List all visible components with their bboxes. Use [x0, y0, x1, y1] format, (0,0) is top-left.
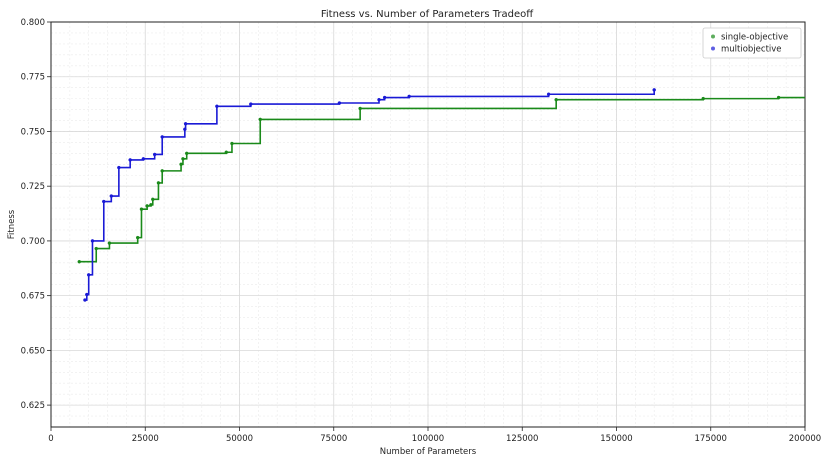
y-tick-label: 0.675: [21, 292, 45, 302]
data-point-multiobjective: [337, 101, 342, 105]
data-point-single-objective: [135, 235, 140, 240]
data-point-multiobjective: [546, 92, 551, 96]
data-point-single-objective: [230, 141, 234, 146]
x-tick-label: 25000: [132, 434, 159, 444]
y-axis-label: Fitness: [7, 209, 17, 239]
data-point-multiobjective: [117, 165, 121, 170]
data-point-multiobjective: [652, 88, 656, 92]
data-point-multiobjective: [141, 157, 146, 161]
y-tick-label: 0.775: [21, 73, 45, 83]
y-tick-label: 0.650: [21, 346, 45, 356]
axis-ticks: 0 25000 50000 75000 100000 125000 150000 175000…: [21, 18, 822, 444]
data-point-multiobjective: [407, 94, 411, 99]
y-tick-label: 0.800: [21, 18, 45, 28]
data-point-single-objective: [701, 96, 705, 101]
x-tick-label: 125000: [506, 434, 538, 444]
data-point-single-objective: [107, 241, 112, 245]
series-line-single-objective: [79, 96, 805, 263]
data-point-multiobjective: [377, 97, 381, 102]
x-tick-label: 100000: [412, 434, 444, 444]
data-point-multiobjective: [109, 194, 114, 198]
x-tick-label: 200000: [789, 434, 821, 444]
chart-title: Fitness vs. Number of Parameters Tradeof…: [321, 9, 534, 20]
data-point-multiobjective: [85, 292, 89, 297]
y-tick-label: 0.750: [21, 127, 45, 137]
data-point-multiobjective: [90, 239, 95, 243]
data-point-multiobjective: [183, 122, 188, 126]
legend-box: [702, 27, 802, 59]
data-point-multiobjective: [86, 273, 91, 277]
data-point-multiobjective: [160, 135, 164, 139]
x-tick-label: 175000: [695, 434, 727, 444]
legend-marker-single-objective: [711, 34, 715, 39]
data-point-multiobjective: [249, 102, 253, 106]
data-point-multiobjective: [183, 127, 187, 132]
data-point-multiobjective: [152, 152, 157, 157]
data-point-single-objective: [94, 246, 98, 251]
x-tick-label: 150000: [600, 434, 632, 444]
data-point-single-objective: [77, 259, 82, 264]
y-tick-label: 0.725: [21, 182, 45, 192]
data-point-single-objective: [156, 181, 161, 185]
data-point-single-objective: [149, 203, 153, 207]
data-point-single-objective: [145, 204, 149, 208]
series-line-multiobjective: [84, 89, 655, 301]
data-point-single-objective: [179, 162, 183, 167]
data-point-single-objective: [181, 157, 185, 161]
data-point-multiobjective: [215, 104, 219, 109]
data-point-single-objective: [554, 97, 558, 102]
data-point-single-objective: [184, 151, 189, 156]
data-point-single-objective: [776, 95, 781, 100]
data-point-single-objective: [224, 150, 229, 155]
legend-label-single-objective: single-objective: [721, 33, 788, 43]
grid: [50, 21, 806, 428]
legend: single-objective multiobjective: [702, 27, 802, 59]
data-point-single-objective: [151, 197, 155, 202]
data-point-single-objective: [139, 207, 144, 211]
data-point-single-objective: [358, 106, 362, 111]
data-point-multiobjective: [102, 199, 106, 204]
data-point-single-objective: [160, 169, 164, 173]
x-tick-label: 0: [48, 434, 53, 444]
data-point-single-objective: [258, 117, 262, 122]
data-point-multiobjective: [128, 158, 132, 162]
series-group: [77, 88, 805, 302]
data-point-multiobjective: [382, 95, 387, 100]
x-axis-label: Number of Parameters: [380, 447, 477, 457]
y-tick-label: 0.700: [21, 237, 45, 247]
y-tick-label: 0.625: [21, 401, 45, 411]
x-tick-label: 50000: [226, 434, 253, 444]
legend-marker-multiobjective: [711, 46, 715, 51]
legend-label-multiobjective: multiobjective: [721, 45, 782, 55]
x-tick-label: 75000: [320, 434, 347, 444]
data-point-multiobjective: [83, 298, 87, 302]
